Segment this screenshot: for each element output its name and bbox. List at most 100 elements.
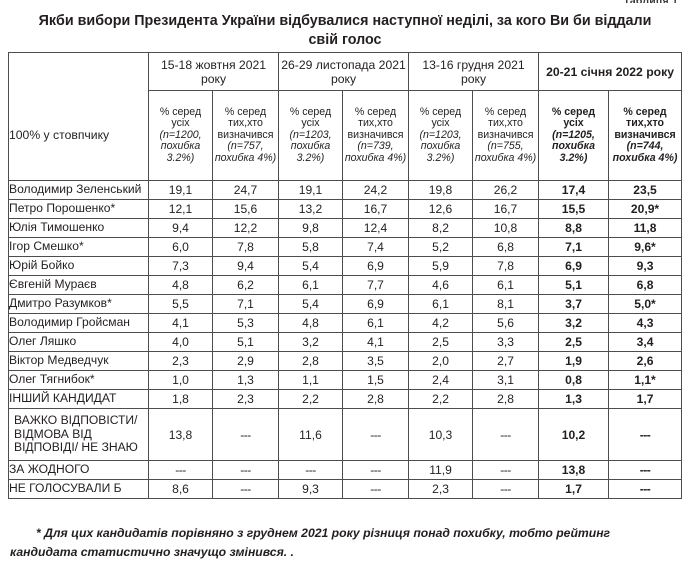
cell-value: 11,6 — [278, 408, 343, 461]
cell-value: --- — [608, 408, 683, 461]
page-title: Якби вибори Президента України відбували… — [38, 13, 652, 48]
cell-value: 5,1 — [212, 332, 279, 352]
poll-results-table: 15-18 жовтня 2021 року 26-29 листопада 2… — [8, 52, 683, 499]
row-label: Володимир Зеленський — [8, 180, 149, 200]
cell-value: --- — [472, 460, 540, 480]
table-row: ВАЖКО ВІДПОВІСТИ/ ВІДМОВА ВІД ВІДПОВІДІ/… — [8, 408, 683, 461]
cell-value: --- — [608, 479, 683, 499]
subheader-6: % серед усіх (n=1205, похибка 3.2%) — [538, 90, 610, 181]
cell-value: 8,1 — [472, 294, 540, 314]
table-row: ЗА ЖОДНОГО --- --- --- --- 11,9 --- 13,8 --- — [8, 460, 683, 480]
row-label: ЗА ЖОДНОГО — [8, 460, 149, 480]
cell-value: 7,8 — [212, 237, 279, 257]
subheader-7-line1: % серед — [623, 105, 667, 118]
cell-value: --- — [341, 408, 410, 461]
cell-value: 15,6 — [212, 199, 279, 219]
cell-value: 13,2 — [278, 199, 343, 219]
subheader-4: % серед усіх (n=1203, похибка 3.2%) — [408, 90, 474, 181]
cell-value: 12,1 — [148, 199, 213, 219]
cell-value: 5,3 — [212, 313, 279, 333]
stub-header: 100% у стовпчику — [8, 90, 149, 181]
subheader-3-note: (n=739, похибка 4%) — [344, 140, 407, 164]
cell-value: 7,4 — [341, 237, 410, 257]
cell-value: 6,8 — [472, 237, 540, 257]
cell-value: 2,3 — [148, 351, 213, 371]
cell-value: 4,2 — [408, 313, 474, 333]
cell-value: 1,1 — [278, 370, 343, 390]
subheader-0-note: (n=1200, похибка 3.2%) — [159, 128, 202, 164]
subheader-7-note: (n=744, похибка 4%) — [612, 140, 678, 164]
subheader-1-line1: % серед — [224, 105, 267, 118]
cell-value: 1,0 — [148, 370, 213, 390]
cell-value: 4,6 — [408, 275, 474, 295]
subheader-1: % серед тих,хто визначився (n=757, похиб… — [212, 90, 279, 181]
table-row: НЕ ГОЛОСУВАЛИ Б 8,6 --- 9,3 --- 2,3 --- 1,7 --- — [8, 479, 683, 499]
table-row: Олег Ляшко 4,0 5,1 3,2 4,1 2,5 3,3 2,5 3,4 — [8, 332, 683, 352]
cell-value: 1,3 — [212, 370, 279, 390]
subheader-3-line1: % серед — [354, 105, 397, 118]
table-row: Юлія Тимошенко 9,4 12,2 9,8 12,4 8,2 10,8 8,8 11… — [8, 218, 683, 238]
cell-value: 5,4 — [278, 256, 343, 276]
cell-value: --- — [341, 479, 410, 499]
cell-value: 3,2 — [538, 313, 610, 333]
cell-value: 12,6 — [408, 199, 474, 219]
cell-value: 2,4 — [408, 370, 474, 390]
cell-value: --- — [278, 460, 343, 480]
cell-value: 2,3 — [212, 389, 279, 409]
cell-value: 2,2 — [408, 389, 474, 409]
table-row: Петро Порошенко* 12,1 15,6 13,2 16,7 12,6 16,7… — [8, 199, 683, 219]
cell-value: 4,1 — [341, 332, 410, 352]
cell-value: 9,4 — [212, 256, 279, 276]
group-header-2: 13-16 грудня 2021 року — [408, 52, 540, 91]
cell-value: 4,8 — [278, 313, 343, 333]
cell-value: --- — [341, 460, 410, 480]
cell-value: 2,8 — [472, 389, 540, 409]
cell-value: 7,8 — [472, 256, 540, 276]
table-row: Володимир Зеленський 19,1 24,7 19,1 24,2 19,8… — [8, 180, 683, 200]
subheader-5-line1: % серед — [484, 105, 527, 118]
cell-value: 6,8 — [608, 275, 683, 295]
cell-value: 7,7 — [341, 275, 410, 295]
subheader-0-line1: % серед — [159, 105, 202, 118]
cell-value: --- — [472, 479, 540, 499]
cell-value: 3,2 — [278, 332, 343, 352]
cell-value: 20,9* — [608, 199, 683, 219]
cell-value: 12,4 — [341, 218, 410, 238]
cell-value: 23,5 — [608, 180, 683, 200]
table-row: Володимир Гройсман 4,1 5,3 4,8 6,1 4,2 5,6 3,2 4… — [8, 313, 683, 333]
cell-value: 6,1 — [341, 313, 410, 333]
subheader-7: % серед тих,хто визначився (n=744, похиб… — [608, 90, 683, 181]
cell-value: 8,6 — [148, 479, 213, 499]
cell-value: 11,9 — [408, 460, 474, 480]
cell-value: 4,3 — [608, 313, 683, 333]
subheader-3-line2: тих,хто визначився — [347, 117, 404, 141]
cell-value: 2,5 — [408, 332, 474, 352]
cell-value: 4,8 — [148, 275, 213, 295]
cell-value: 2,2 — [278, 389, 343, 409]
cell-value: 13,8 — [148, 408, 213, 461]
row-label: Олег Тягнибок* — [8, 370, 149, 390]
cell-value: 2,6 — [608, 351, 683, 371]
cell-value: 19,8 — [408, 180, 474, 200]
cell-value: 2,0 — [408, 351, 474, 371]
cell-value: 10,3 — [408, 408, 474, 461]
cell-value: 5,2 — [408, 237, 474, 257]
subheader-2-note: (n=1203, похибка 3.2%) — [289, 128, 332, 164]
cell-value: --- — [608, 460, 683, 480]
stub-corner-blank — [8, 52, 149, 91]
cell-value: 6,1 — [408, 294, 474, 314]
cell-value: 5,9 — [408, 256, 474, 276]
subheader-0: % серед усіх (n=1200, похибка 3.2%) — [148, 90, 213, 181]
cell-value: 2,7 — [472, 351, 540, 371]
row-label: Петро Порошенко* — [8, 199, 149, 219]
subheader-1-note: (n=757, похибка 4%) — [214, 140, 277, 164]
subheader-3: % серед тих,хто визначився (n=739, похиб… — [341, 90, 410, 181]
cell-value: 11,8 — [608, 218, 683, 238]
cell-value: 7,3 — [148, 256, 213, 276]
table-row: Ігор Смешко* 6,0 7,8 5,8 7,4 5,2 6,8 7,1 9,6* — [8, 237, 683, 257]
cell-value: 8,8 — [538, 218, 610, 238]
subheader-2: % серед усіх (n=1203, похибка 3.2%) — [278, 90, 343, 181]
cell-value: 15,5 — [538, 199, 610, 219]
cell-value: 3,7 — [538, 294, 610, 314]
cell-value: 7,1 — [212, 294, 279, 314]
